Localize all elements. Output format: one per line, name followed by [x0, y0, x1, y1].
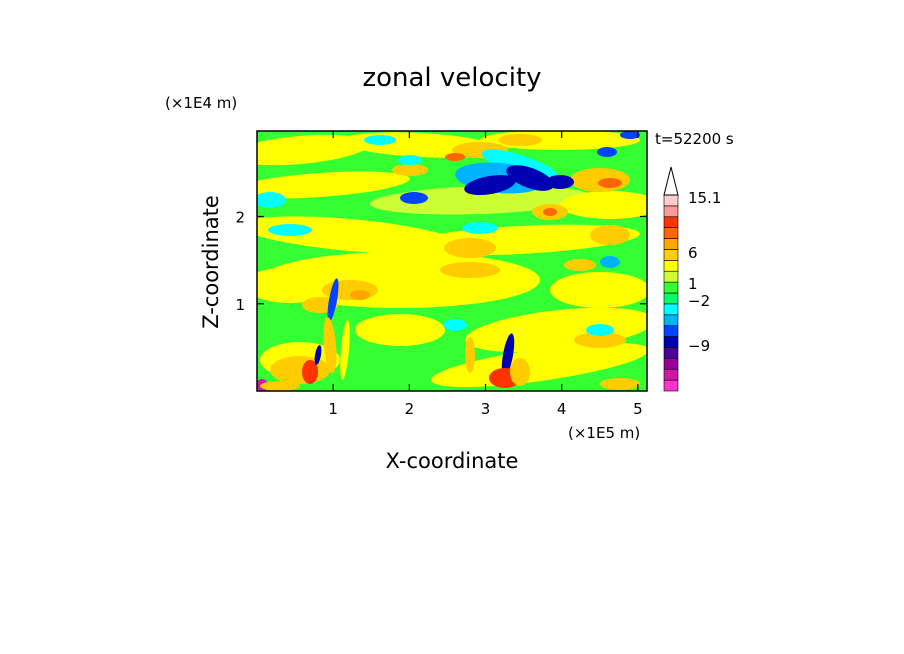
colorbar [663, 166, 679, 392]
contour-region [464, 175, 516, 195]
colorbar-segment [663, 379, 679, 392]
colorbar-segment [663, 216, 679, 228]
y-tick-label: 1 [235, 296, 245, 314]
contour-region [598, 178, 622, 188]
x-axis-label: X-coordinate [386, 449, 519, 473]
contour-region [400, 192, 428, 204]
x-axis: 1 2 3 4 5 [328, 131, 643, 418]
colorbar-segment [663, 270, 679, 283]
colorbar-segment [663, 249, 679, 261]
y-axis: 12 [235, 209, 647, 314]
contour-region [543, 208, 557, 216]
colorbar-segment [663, 358, 679, 370]
contour-region [364, 135, 396, 145]
x-tick-label: 2 [405, 400, 415, 418]
contour-region [570, 168, 630, 192]
y-axis-label: Z-coordinate [199, 195, 223, 329]
colorbar-segment [663, 347, 679, 359]
contour-region [560, 191, 647, 219]
contour-region [398, 155, 422, 165]
contour-region [506, 165, 554, 191]
colorbar-segment [663, 303, 679, 316]
colorbar-label: 1 [688, 275, 698, 293]
contour-region [590, 225, 630, 245]
time-label: t=52200 s [655, 130, 734, 148]
contour-region [355, 314, 445, 346]
contour-region [268, 224, 312, 236]
colorbar-label: −2 [688, 292, 710, 310]
plot-frame [256, 130, 648, 392]
colorbar-segment [663, 238, 679, 250]
contour-region [462, 222, 498, 234]
colorbar-labels: 15.1 6 1−2 −9 [688, 189, 721, 355]
colorbar-extension [663, 166, 679, 196]
contour-region [392, 164, 428, 176]
colorbar-segment [663, 325, 679, 337]
contour-region [597, 147, 617, 157]
contour-region [620, 131, 640, 139]
colorbar-segment [663, 227, 679, 239]
colorbar-segment [663, 194, 679, 207]
contour-region [465, 337, 475, 373]
colorbar-segment [663, 292, 679, 305]
contour-region [257, 171, 410, 199]
contour-region [550, 272, 647, 308]
contour-region [498, 134, 542, 146]
contour-region [260, 381, 300, 391]
colorbar-label: −9 [688, 337, 710, 355]
colorbar-segment [663, 336, 679, 348]
contour-region [431, 342, 647, 388]
contour-region [257, 267, 335, 303]
contour-region [574, 332, 626, 348]
chart-title: zonal velocity [362, 63, 541, 93]
contour-region [323, 317, 337, 373]
x-tick-label: 4 [557, 400, 567, 418]
contour-region [564, 259, 596, 271]
contour-region [270, 356, 330, 384]
contour-region [501, 333, 515, 377]
colorbar-segment [663, 368, 679, 381]
contour-region [586, 324, 614, 336]
colorbar-label: 15.1 [688, 189, 721, 207]
contour-region [350, 290, 370, 300]
contour-region [257, 192, 286, 208]
colorbar-segment [663, 260, 679, 272]
x-scale-label: (×1E5 m) [568, 424, 640, 442]
x-tick-label: 1 [328, 400, 338, 418]
colorbar-segment [663, 314, 679, 326]
contour-region [443, 319, 467, 331]
contour-region [440, 262, 500, 278]
contour-region [600, 378, 640, 390]
contour-region [302, 360, 318, 384]
contour-region [444, 238, 496, 258]
contour-region [510, 358, 530, 386]
colorbar-segment [663, 205, 679, 218]
contour-region [257, 134, 370, 166]
contour-region [445, 153, 465, 161]
colorbar-segment [663, 281, 679, 294]
contour-region [600, 256, 620, 268]
x-tick-label: 5 [633, 400, 643, 418]
velocity-field [257, 131, 647, 391]
colorbar-label: 6 [688, 244, 698, 262]
contour-region [340, 320, 350, 380]
y-tick-label: 2 [235, 209, 245, 227]
contour-region [314, 345, 322, 365]
y-scale-label: (×1E4 m) [165, 94, 237, 112]
x-tick-label: 3 [481, 400, 491, 418]
contour-region [370, 185, 590, 215]
contour-region [327, 278, 339, 322]
